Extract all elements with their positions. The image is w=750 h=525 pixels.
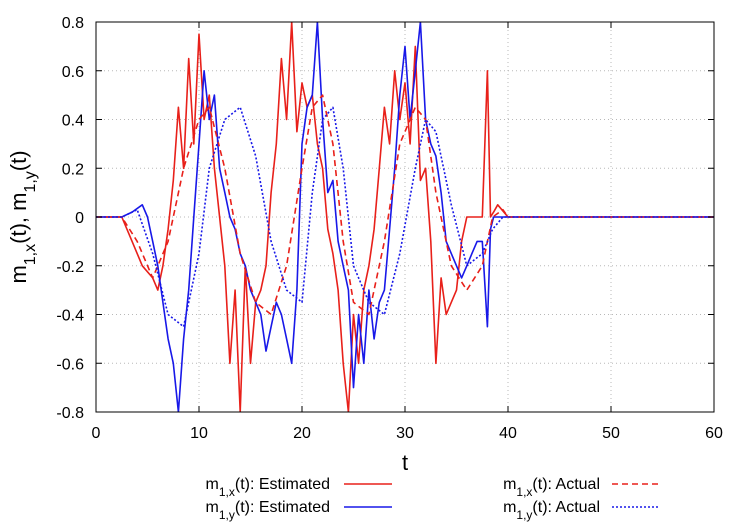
y-tick-label: 0.8 [62,15,84,32]
y-tick-label: -0.6 [56,356,84,373]
x-tick-label: 10 [190,425,208,442]
legend-label-4: m1,y(t): Actual [503,499,600,522]
series-line-1 [96,22,714,412]
x-tick-label: 30 [396,425,414,442]
x-tick-label: 60 [705,425,723,442]
y-tick-label: 0 [75,210,84,227]
grid [96,22,714,412]
y-tick-label: -0.4 [56,308,84,325]
y-tick-label: 0.6 [62,64,84,81]
y-tick-label: -0.8 [56,405,84,422]
y-axis-title: m1,x(t), m1,y(t) [6,150,39,283]
y-tick-label: 0.4 [62,113,84,130]
x-tick-label: 40 [499,425,517,442]
legend-label-2: m1,y(t): Estimated [206,499,330,522]
series-line-4 [96,106,714,328]
x-axis-title: t [402,450,408,475]
x-tick-label: 20 [293,425,311,442]
y-tick-label: -0.2 [56,259,84,276]
series-layer [96,22,714,412]
series-line-3 [96,94,714,316]
series-line-2 [96,22,714,412]
legend-label-3: m1,x(t): Actual [503,476,600,499]
x-tick-label: 50 [602,425,620,442]
axis-ticks: 0 10 20 30 40 50 60 -0.8 -0.6 -0.4 -0.2 0 0.2 0.4 0.6 0… [56,15,723,442]
x-tick-label: 0 [92,425,101,442]
y-tick-label: 0.2 [62,161,84,178]
legend-label-1: m1,x(t): Estimated [206,476,330,499]
